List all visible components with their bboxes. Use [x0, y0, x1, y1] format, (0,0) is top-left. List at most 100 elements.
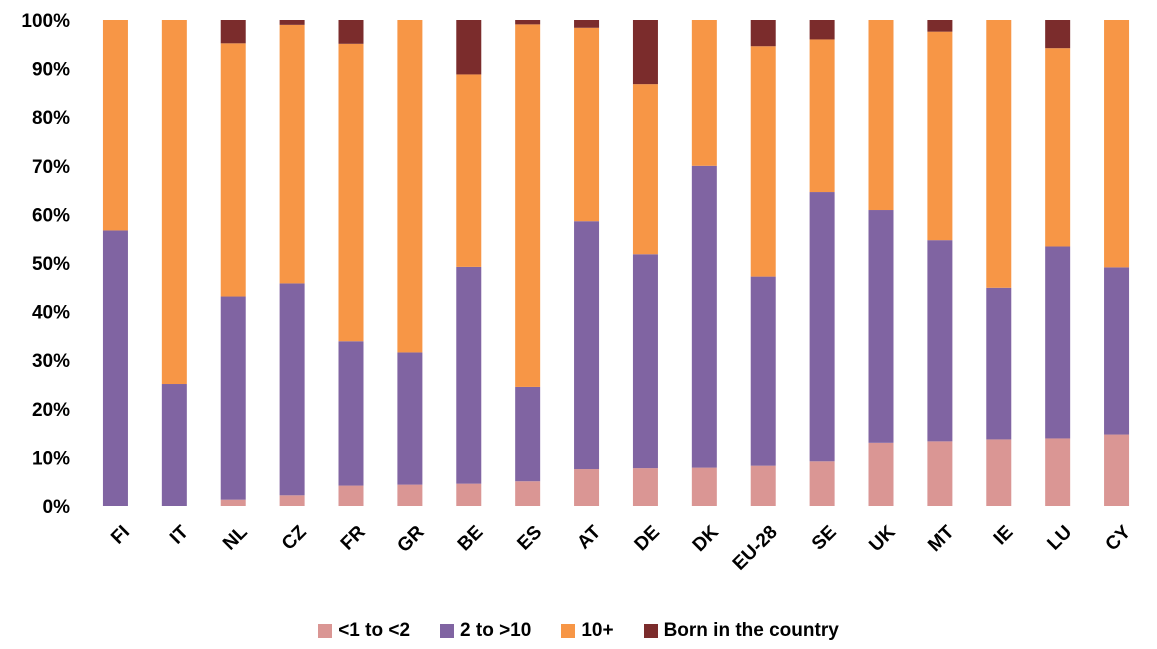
bar-segment: [515, 481, 541, 506]
bar-segment: [868, 20, 894, 211]
y-tick-label: 40%: [32, 303, 70, 324]
bar-segment: [220, 499, 246, 506]
bar-segment: [691, 165, 717, 468]
x-axis: FI IT NL CZ FR GR BE ES AT DE DK EU-28 SE UK MT IE LU CY: [107, 521, 1135, 574]
x-tick-label: MT: [924, 521, 959, 556]
bar-segment: [161, 20, 187, 385]
bar-segment: [456, 266, 482, 484]
legend-label: 2 to >10: [460, 620, 532, 641]
x-tick-label: ES: [513, 522, 546, 555]
bar-segment: [279, 24, 305, 284]
bar-segment: [1045, 246, 1071, 439]
bar-segment: [750, 46, 776, 277]
x-tick-label: DE: [631, 522, 665, 556]
x-tick-label: FI: [107, 522, 134, 549]
bar-segment: [1104, 434, 1130, 506]
x-tick-label: FR: [337, 522, 370, 555]
bar-segment: [1104, 20, 1130, 268]
y-tick-label: 20%: [32, 400, 70, 421]
legend-entry: 2 to >10: [440, 620, 531, 642]
bar-segment: [927, 240, 953, 442]
y-tick-label: 100%: [21, 11, 70, 32]
y-tick-label: 70%: [32, 157, 70, 178]
bar-segment: [809, 20, 835, 40]
bar-segment: [220, 20, 246, 44]
bar-segment: [102, 230, 128, 507]
bar-segment: [691, 20, 717, 166]
y-tick-label: 90%: [32, 60, 70, 81]
bar-segment: [515, 20, 541, 25]
bar-segment: [691, 467, 717, 506]
bar-segment: [632, 468, 658, 506]
bar-segment: [220, 296, 246, 500]
y-tick-label: 0%: [43, 497, 71, 518]
x-tick-label: GR: [393, 522, 428, 557]
bar-segment: [632, 84, 658, 255]
legend-label: <1 to <2: [338, 620, 411, 641]
bar-segment: [220, 43, 246, 297]
x-tick-label: IE: [990, 522, 1018, 550]
bar-segment: [1104, 267, 1130, 435]
bar-segment: [574, 20, 600, 28]
legend-entry: 10+: [561, 620, 614, 642]
bar-segment: [338, 43, 364, 342]
legend-entry: <1 to <2: [318, 620, 410, 642]
x-tick-label: DK: [689, 522, 723, 556]
y-axis: 0% 10% 20% 30% 40% 50% 60% 70% 80% 90% 100%: [21, 11, 70, 518]
bar-segment: [338, 20, 364, 44]
legend-label: Born in the country: [663, 620, 839, 641]
x-tick-label: IT: [166, 521, 193, 548]
x-tick-label: NL: [219, 521, 252, 554]
bar-segment: [927, 441, 953, 506]
bar-segment: [338, 341, 364, 486]
bar-segment: [809, 461, 835, 506]
bar-segment: [397, 352, 423, 485]
bars-group: [102, 20, 1130, 507]
bar-segment: [456, 74, 482, 267]
bar-segment: [397, 20, 423, 353]
bar-segment: [986, 20, 1012, 288]
bar-segment: [632, 254, 658, 469]
bar-segment: [279, 283, 305, 496]
bar-segment: [809, 39, 835, 193]
y-tick-label: 60%: [32, 205, 70, 226]
bar-segment: [809, 192, 835, 462]
legend-swatch: [643, 624, 658, 638]
legend-swatch: [440, 624, 455, 638]
bar-segment: [456, 20, 482, 75]
bar-segment: [574, 221, 600, 470]
bar-segment: [1045, 438, 1071, 506]
x-tick-label: LU: [1043, 522, 1076, 555]
bar-segment: [750, 276, 776, 466]
bar-segment: [632, 20, 658, 85]
bar-segment: [279, 20, 305, 25]
bar-segment: [868, 210, 894, 443]
legend-swatch: [318, 624, 333, 638]
legend: <1 to <2 2 to >10 10+ Born in the country: [0, 620, 1157, 642]
legend-entry: Born in the country: [643, 620, 839, 642]
x-tick-label: BE: [454, 522, 488, 556]
bar-segment: [574, 27, 600, 222]
x-tick-label: EU-28: [729, 522, 782, 575]
bar-segment: [1045, 48, 1071, 247]
bar-segment: [279, 495, 305, 506]
bar-segment: [397, 484, 423, 506]
x-tick-label: UK: [865, 522, 899, 556]
bar-segment: [574, 469, 600, 506]
bar-segment: [986, 439, 1012, 506]
bar-segment: [515, 386, 541, 482]
x-tick-label: CY: [1102, 522, 1136, 556]
bar-segment: [750, 20, 776, 47]
bar-segment: [1045, 20, 1071, 49]
x-tick-label: CZ: [278, 521, 311, 554]
y-tick-label: 10%: [32, 448, 70, 469]
legend-label: 10+: [581, 620, 614, 641]
bar-segment: [456, 483, 482, 506]
bar-segment: [927, 31, 953, 241]
y-tick-label: 30%: [32, 351, 70, 372]
y-tick-label: 50%: [32, 254, 70, 275]
x-tick-label: AT: [573, 521, 605, 553]
bar-segment: [986, 287, 1012, 440]
bar-segment: [868, 442, 894, 506]
